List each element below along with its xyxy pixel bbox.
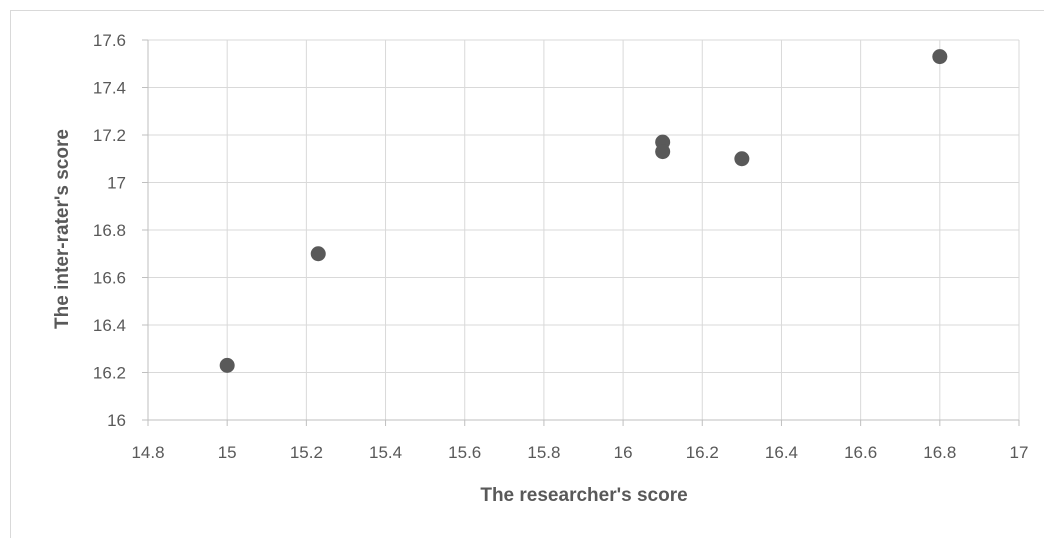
y-tick-label: 17.6: [93, 31, 126, 50]
y-tick-label: 16.4: [93, 316, 126, 335]
y-tick-label: 16.6: [93, 269, 126, 288]
data-point: [310, 246, 326, 262]
y-tick-label: 16: [107, 411, 126, 430]
x-tick-label: 15.4: [369, 443, 402, 462]
y-tick-labels: 16 16.2 16.4 16.6 16.8 17 17.2 17.4 17.6: [93, 31, 126, 430]
y-tick-label: 17.4: [93, 79, 126, 98]
data-points: [219, 49, 948, 373]
x-tick-label: 15.6: [448, 443, 481, 462]
x-tick-label: 14.8: [131, 443, 164, 462]
y-tick-label: 16.2: [93, 364, 126, 383]
axes: [142, 39, 1020, 426]
data-point: [655, 144, 671, 160]
x-tick-label: 16.2: [686, 443, 719, 462]
x-tick-label: 15: [218, 443, 237, 462]
x-tick-label: 16.4: [765, 443, 798, 462]
y-tick-label: 17: [107, 174, 126, 193]
y-tick-label: 17.2: [93, 126, 126, 145]
x-tick-labels: 14.8 15 15.2 15.4 15.6 15.8 16 16.2 16.4 16.6 16.8…: [131, 443, 1028, 462]
x-tick-label: 16: [614, 443, 633, 462]
x-tick-label: 17: [1010, 443, 1029, 462]
x-tick-label: 15.2: [290, 443, 323, 462]
x-tick-label: 16.6: [844, 443, 877, 462]
x-tick-label: 15.8: [527, 443, 560, 462]
x-axis-title: The researcher's score: [480, 485, 687, 506]
y-tick-label: 16.8: [93, 221, 126, 240]
y-axis-title: The inter-rater's score: [52, 129, 73, 329]
data-point: [932, 49, 948, 65]
chart-frame: [10, 10, 1044, 538]
data-point: [219, 357, 235, 373]
x-tick-label: 16.8: [923, 443, 956, 462]
grid: [148, 39, 1020, 420]
data-point: [734, 151, 750, 167]
